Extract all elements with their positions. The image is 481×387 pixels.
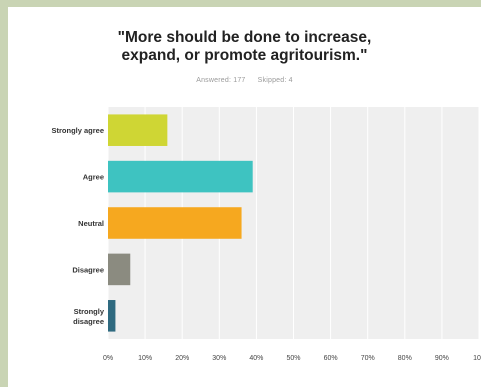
bar [108, 253, 131, 286]
x-tick-label: 30% [212, 355, 226, 362]
bar [108, 160, 253, 193]
category-label: Agree [83, 173, 104, 182]
bar-chart: 0% 10% 20% 30% 40% 50% 60% 70% 80% 90% 100 Strongly… [51, 107, 481, 362]
category-label: Strongly [74, 307, 105, 316]
chart-title-line-1: "More should be done to increase, [117, 29, 372, 46]
x-tick-label: 20% [175, 355, 189, 362]
answered-count: Answered: 177 [196, 77, 246, 84]
survey-chart-card: "More should be done to increase, expand… [8, 7, 481, 387]
x-tick-label: 100 [473, 355, 481, 362]
x-tick-label: 0% [103, 355, 113, 362]
x-tick-label: 90% [435, 355, 449, 362]
x-tick-label: 50% [286, 355, 300, 362]
x-tick-label: 10% [138, 355, 152, 362]
x-tick-label: 80% [398, 355, 412, 362]
category-label: Disagree [72, 265, 104, 274]
response-summary: Answered: 177 Skipped: 4 [8, 77, 481, 84]
bar [108, 207, 242, 239]
x-tick-label: 60% [324, 355, 338, 362]
x-tick-label: 40% [249, 355, 263, 362]
bar [108, 114, 168, 146]
category-label: disagree [73, 317, 104, 326]
skipped-count: Skipped: 4 [257, 77, 293, 84]
x-tick-label: 70% [361, 355, 375, 362]
chart-title-line-2: expand, or promote agritourism." [121, 47, 368, 64]
category-label: Neutral [78, 219, 104, 228]
category-label: Strongly agree [51, 126, 104, 135]
bar [108, 300, 116, 332]
